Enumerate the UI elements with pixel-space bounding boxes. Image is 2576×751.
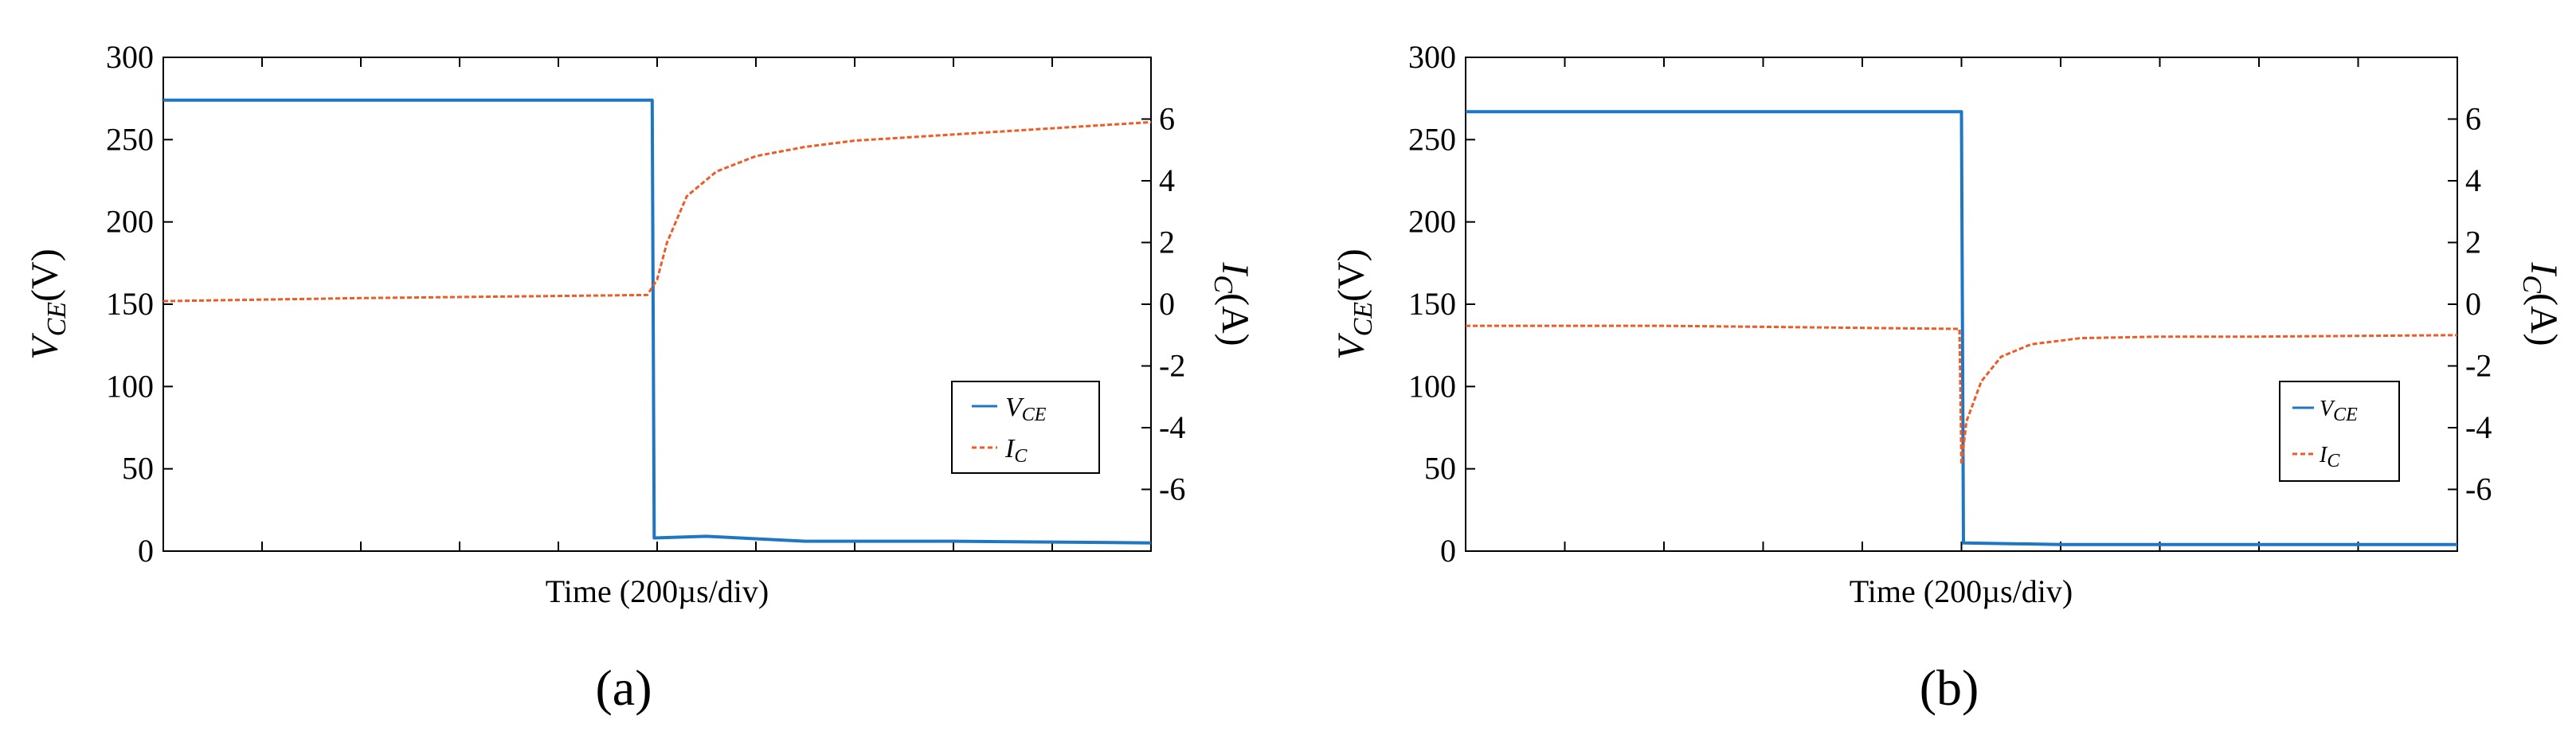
ytick-label-a-5: 250 xyxy=(106,121,154,157)
y2label-a: IC(A) xyxy=(1208,261,1256,346)
legend-label-ic-b: IC xyxy=(2319,443,2340,471)
y2tick-label-b-4: 2 xyxy=(2465,225,2481,260)
panel-label-b: (b) xyxy=(1920,659,1979,716)
panel-a: 0 50 100 150 200 250 300 -6 -4 -2 0 2 4 6 Time (200µs… xyxy=(24,39,1256,716)
ylabel-b: VCE(V) xyxy=(1330,248,1378,359)
y2tick-label-a-4: 2 xyxy=(1159,225,1175,260)
y2tick-label-b-1: -4 xyxy=(2465,409,2492,445)
ytick-label-b-4: 200 xyxy=(1408,204,1456,240)
panel-label-a: (a) xyxy=(595,659,652,716)
ytick-label-a-2: 100 xyxy=(106,368,154,404)
series-a xyxy=(162,98,1152,545)
y2tick-label-b-2: -2 xyxy=(2465,348,2492,384)
series-line-ic-b xyxy=(1466,324,2458,466)
ylabel-a: VCE(V) xyxy=(24,248,72,359)
legend-box-a xyxy=(951,381,1100,474)
legend-label-ic-a: IC xyxy=(1004,434,1028,467)
ytick-label-a-1: 50 xyxy=(122,451,154,487)
xlabel-a: Time (200µs/div) xyxy=(546,573,769,609)
series-b xyxy=(1466,110,2458,546)
y2tick-label-a-6: 6 xyxy=(1159,101,1175,137)
ticks-b: 0 50 100 150 200 250 300 -6 -4 -2 0 2 4 6 xyxy=(1408,39,2492,569)
ytick-label-a-3: 150 xyxy=(106,286,154,322)
series-line-ic-a xyxy=(162,120,1152,303)
series-line-vce-b xyxy=(1466,110,2457,546)
legend-label-vce-b: VCE xyxy=(2320,397,2358,425)
y2tick-label-a-5: 4 xyxy=(1159,162,1175,198)
series-line-vce-a xyxy=(163,98,1152,545)
y2tick-label-a-3: 0 xyxy=(1159,286,1175,322)
ytick-label-b-5: 250 xyxy=(1408,121,1456,157)
ytick-label-b-2: 100 xyxy=(1408,368,1456,404)
ytick-label-b-0: 0 xyxy=(1440,533,1456,569)
panel-b: 0 50 100 150 200 250 300 -6 -4 -2 0 2 4 6 Time (200µs… xyxy=(1330,39,2565,716)
ytick-label-b-1: 50 xyxy=(1424,451,1456,487)
y2tick-label-b-0: -6 xyxy=(2465,471,2492,507)
ytick-label-a-6: 300 xyxy=(106,39,154,75)
y2tick-label-a-1: -4 xyxy=(1159,409,1185,445)
y2tick-label-b-6: 6 xyxy=(2465,101,2481,137)
ticks-a: 0 50 100 150 200 250 300 -6 -4 -2 0 2 4 6 xyxy=(106,39,1185,569)
ytick-label-b-3: 150 xyxy=(1408,286,1456,322)
ytick-label-a-4: 200 xyxy=(106,204,154,240)
ytick-label-a-0: 0 xyxy=(138,533,154,569)
legend-box-b xyxy=(2279,381,2400,482)
y2tick-label-b-3: 0 xyxy=(2465,286,2481,322)
xlabel-b: Time (200µs/div) xyxy=(1850,573,2073,609)
y2tick-label-a-0: -6 xyxy=(1159,471,1185,507)
y2tick-label-b-5: 4 xyxy=(2465,162,2481,198)
legend-b: VCE IC xyxy=(2279,381,2400,482)
y2label-b: IC(A) xyxy=(2517,261,2565,346)
y2tick-label-a-2: -2 xyxy=(1159,348,1185,384)
legend-a: VCE IC xyxy=(951,381,1100,474)
ytick-label-b-6: 300 xyxy=(1408,39,1456,75)
